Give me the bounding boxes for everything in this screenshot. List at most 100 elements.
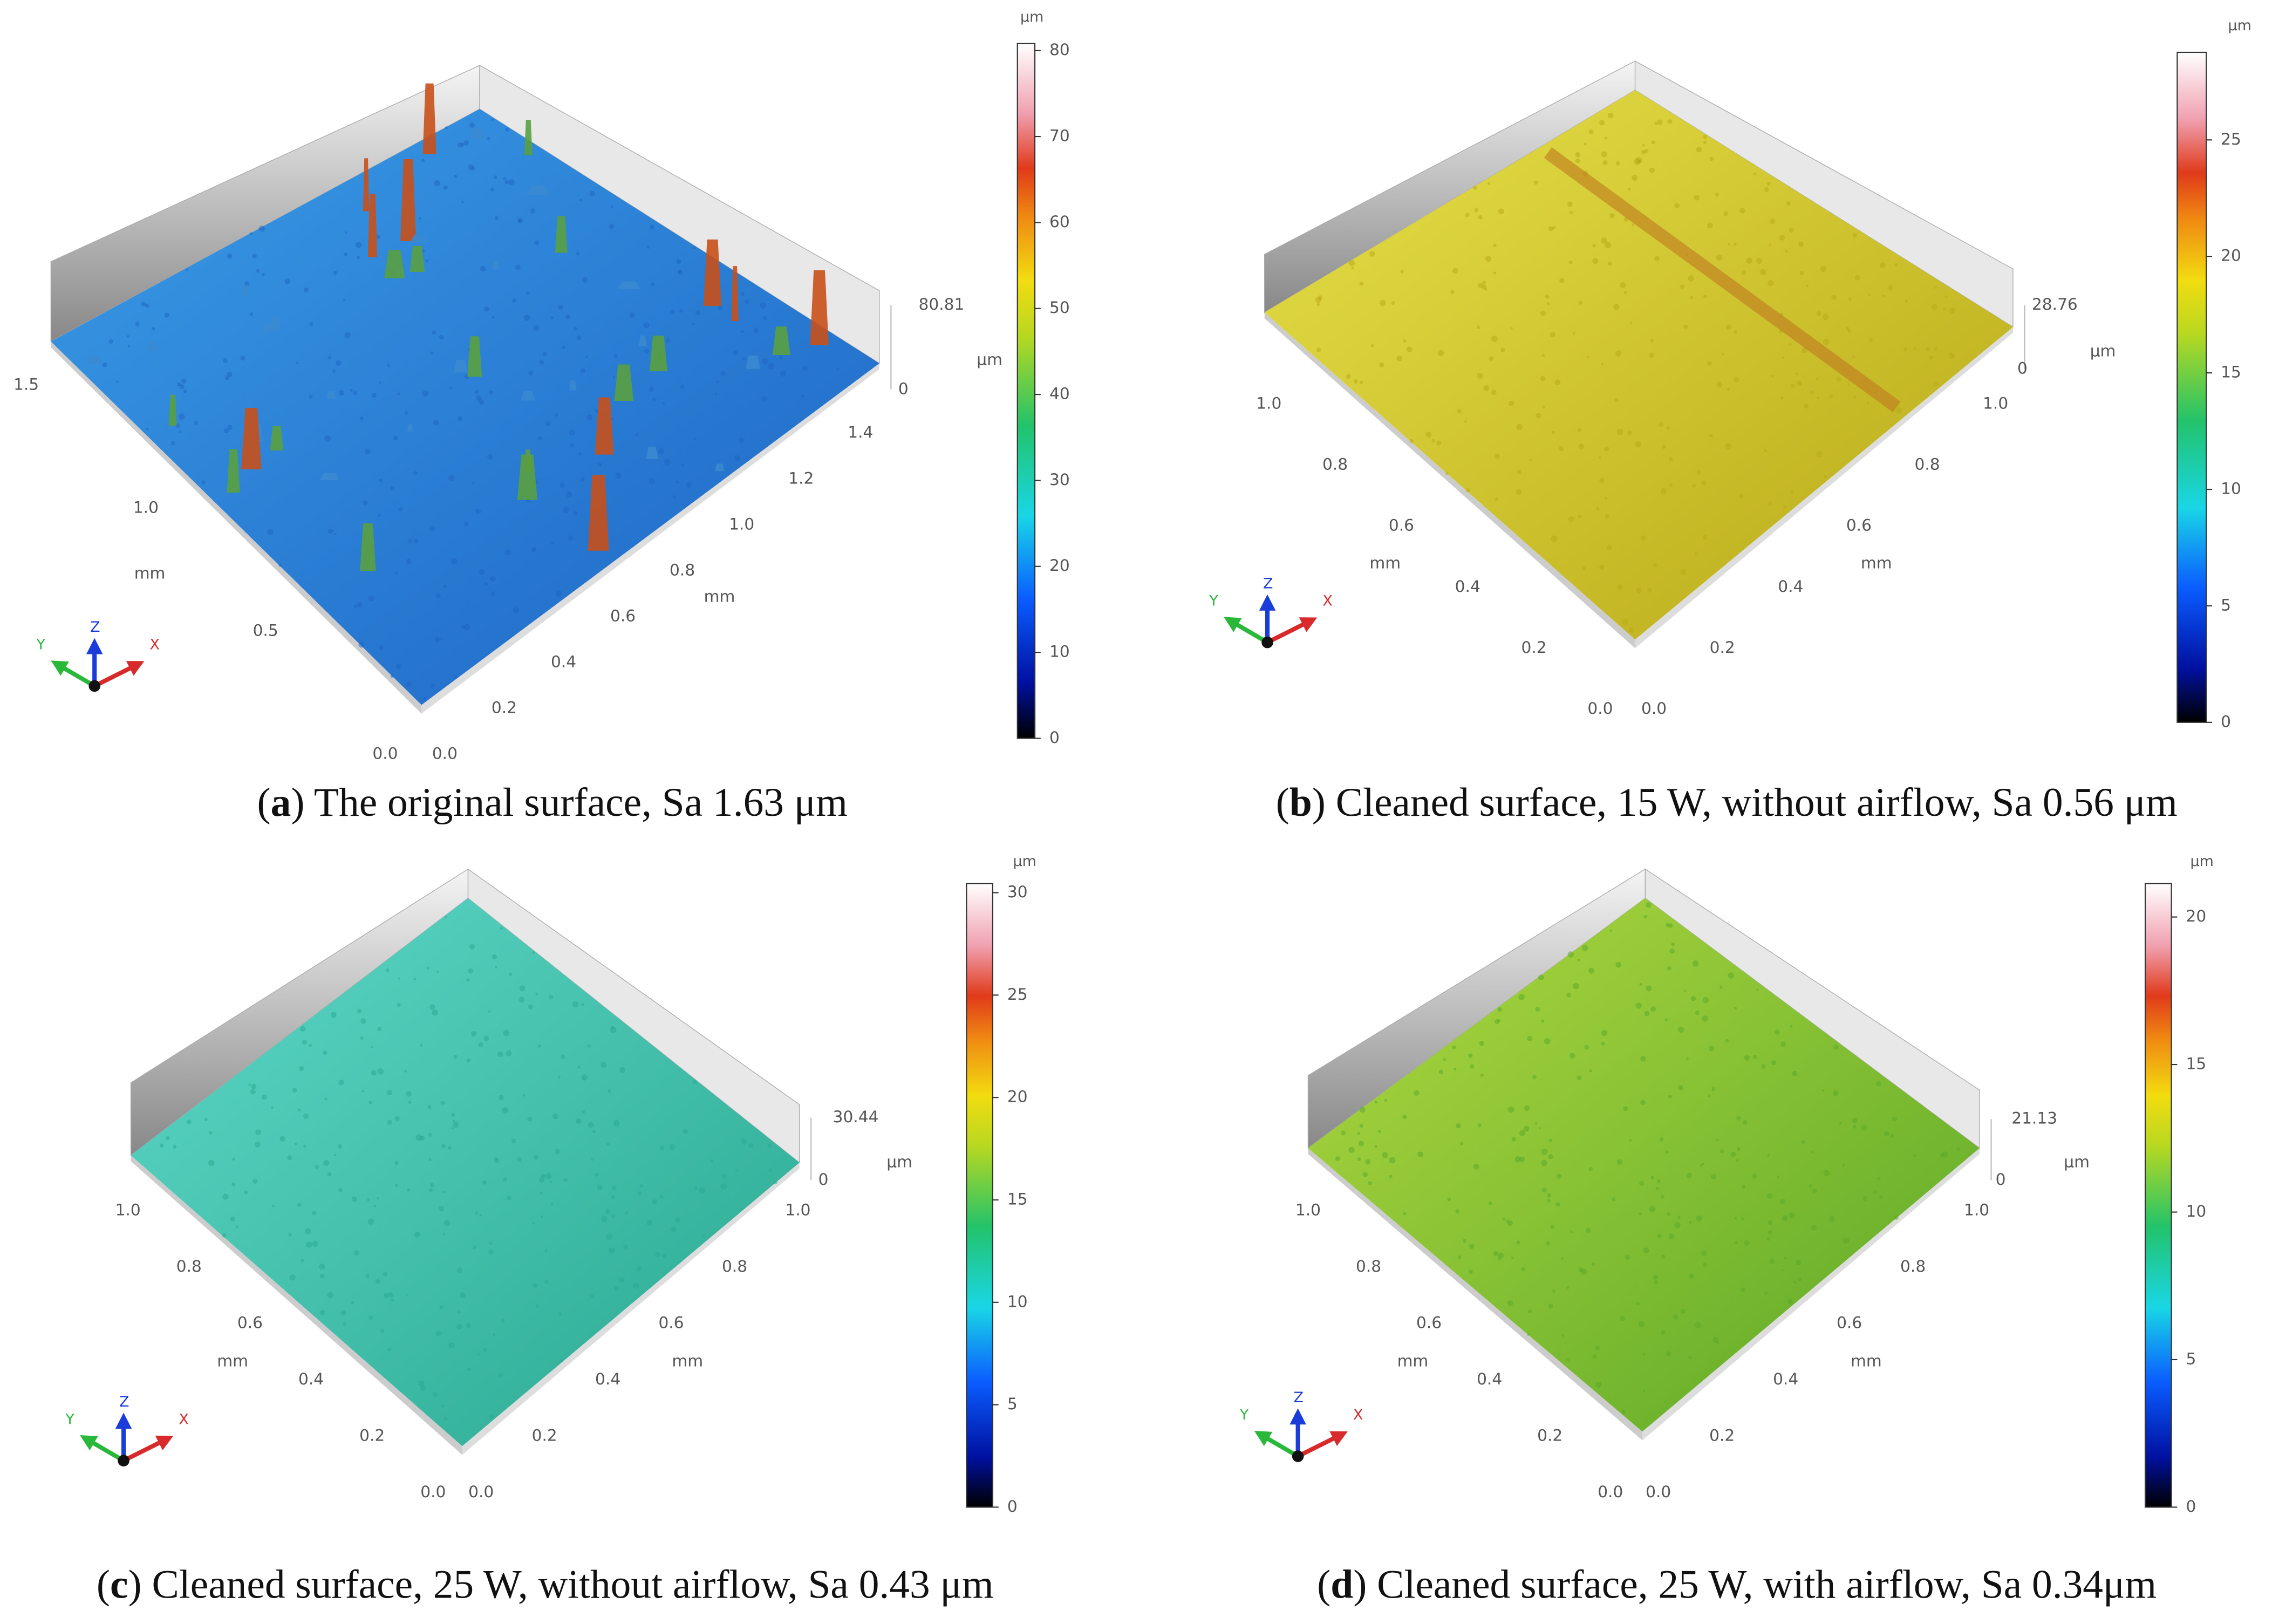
texture [1770,219,1775,224]
texture [675,1217,680,1223]
texture [1779,1198,1786,1205]
texture [324,1097,327,1101]
texture [458,416,463,421]
texture [1668,1094,1673,1099]
x-axis-label: mm [1851,1352,1882,1370]
texture [629,312,635,318]
texture [1528,1309,1532,1313]
texture [250,1089,256,1095]
texture [309,322,313,326]
texture [344,332,351,339]
triad-z: Z [1294,1389,1304,1406]
texture [297,1203,302,1207]
x-tick-label: 1.0 [729,514,754,533]
texture [1852,233,1858,238]
texture [742,357,746,361]
texture [1879,1196,1883,1199]
texture [649,478,655,485]
texture [456,1323,462,1330]
spike [270,426,284,451]
y-axis-label: mm [217,1352,248,1370]
texture [466,978,470,982]
texture [1617,584,1623,591]
x-tick-label: 0.2 [532,1425,557,1444]
texture [375,1279,380,1284]
texture [301,1259,304,1262]
texture [255,1129,262,1135]
y-tick-label: 0.4 [298,1369,324,1388]
texture [745,299,749,304]
texture [1547,1199,1551,1203]
texture [572,1001,579,1008]
colorbar-tick-label: 25 [2221,129,2241,148]
x-tick-label: 1.0 [1964,1200,1989,1219]
texture [544,1280,549,1284]
texture [343,299,346,302]
texture [248,1083,251,1087]
texture [1478,215,1483,220]
texture [1701,480,1707,486]
texture [186,1120,192,1124]
z-unit: μm [2090,341,2116,360]
texture [1377,1130,1381,1133]
texture [610,1026,615,1029]
texture [1658,422,1664,427]
texture [394,1161,399,1165]
texture [613,1286,619,1292]
texture [223,358,228,363]
texture [1623,291,1627,295]
texture [1566,1286,1570,1289]
texture [1804,404,1809,409]
texture [1600,237,1607,244]
texture [1460,1142,1464,1145]
texture [1701,1250,1707,1257]
texture [393,435,398,441]
texture [432,1009,438,1016]
texture [1651,140,1655,145]
texture [379,381,382,384]
texture [458,142,463,148]
x-tick-label: 0.0 [1646,1482,1671,1501]
texture [734,455,741,461]
x-tick-label: 0.4 [1773,1369,1798,1388]
triad-origin [118,1455,129,1466]
texture [1811,1225,1817,1231]
texture [523,315,530,321]
texture [1690,296,1694,299]
texture [500,926,503,930]
texture [1768,1220,1773,1225]
y-tick-label: 0.6 [1416,1313,1442,1332]
texture [1660,488,1667,495]
texture [489,1241,493,1245]
colorbar-tick-label: 5 [2221,595,2231,614]
texture [612,376,616,378]
texture [327,1172,332,1177]
texture [1887,285,1893,291]
texture [710,1159,714,1163]
texture [592,1130,596,1134]
texture [1357,1157,1361,1162]
texture [434,637,441,643]
texture [357,256,360,259]
texture [1789,228,1794,233]
texture [1588,967,1595,974]
texture [1692,960,1699,967]
texture [693,1186,698,1190]
spike [524,449,532,472]
texture [1604,446,1609,452]
texture [439,1305,443,1309]
texture [399,507,403,511]
texture [429,1004,435,1010]
texture [1890,1134,1894,1138]
texture [517,1157,522,1162]
texture [1674,1222,1681,1229]
texture [1382,1152,1388,1158]
texture [517,218,523,223]
texture [1738,493,1744,499]
texture [1521,1267,1525,1271]
texture [164,312,169,318]
texture [1686,1057,1689,1061]
texture [289,1274,296,1281]
texture [574,327,577,331]
texture [587,1044,591,1048]
